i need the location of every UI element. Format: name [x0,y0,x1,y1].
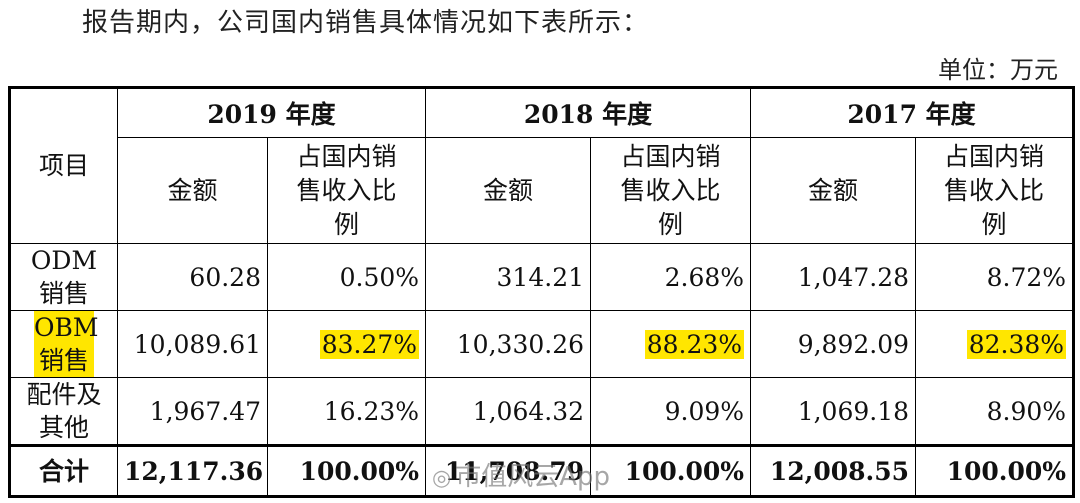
highlighted-ratio: 83.27% [319,329,420,359]
amount-cell: 60.28 [117,243,268,311]
total-amount-cell: 11,708.79 [425,444,592,497]
watermark-text: 市值风云App [455,462,610,492]
table-row: OBM销售 10,089.61 83.27% 10,330.26 88.23% … [9,310,1075,378]
amount-cell: 314.21 [425,243,592,311]
ratio-cell: 82.38% [915,310,1075,378]
ratio-header: 占国内销售收入比例 [915,137,1075,244]
amount-header: 金额 [750,137,917,244]
row-label-text: 配件及其他 [26,380,102,442]
amount-cell: 9,892.09 [750,310,917,378]
amount-header: 金额 [425,137,592,244]
total-ratio-cell: 100.00% [590,444,752,497]
row-label-text: ODM销售 [30,246,98,308]
row-label: 配件及其他 [9,377,118,446]
total-amount-cell: 12,117.36 [117,444,268,497]
ratio-header-text: 占国内销售收入比例 [620,141,721,239]
ratio-cell: 8.90% [915,377,1075,446]
amount-cell: 10,089.61 [117,310,268,378]
total-amount-cell: 12,008.55 [750,444,917,497]
highlighted-ratio: 82.38% [966,329,1067,359]
ratio-cell: 9.09% [590,377,752,446]
amount-cell: 1,047.28 [750,243,917,311]
ratio-cell: 2.68% [590,243,752,311]
ratio-header-text: 占国内销售收入比例 [944,141,1045,239]
ratio-cell: 0.50% [266,243,427,311]
table-row: ODM销售 60.28 0.50% 314.21 2.68% 1,047.28 … [9,243,1075,311]
item-header: 项目 [9,87,118,244]
year-header-2018: 2018 年度 [425,87,752,138]
unit-label: 单位：万元 [938,56,1058,84]
total-ratio-cell: 100.00% [915,444,1075,497]
amount-cell: 1,069.18 [750,377,917,446]
ratio-cell: 16.23% [266,377,427,446]
intro-text: 报告期内，公司国内销售具体情况如下表所示： [82,8,650,38]
highlighted-ratio: 88.23% [644,329,745,359]
ratio-header: 占国内销售收入比例 [590,137,752,244]
row-label-text-highlighted: OBM销售 [34,311,99,377]
weibo-icon: ◎ [432,466,452,491]
domestic-sales-table: 项目 2019 年度 2018 年度 2017 年度 金额 占国内销售收入比例 … [8,86,1076,498]
year-header-2017: 2017 年度 [750,87,1075,138]
watermark: ◎ 市值风云App [432,456,610,493]
total-label: 合计 [9,444,118,497]
total-row: 合计 12,117.36 100.00% 11,708.79 100.00% 1… [9,444,1075,497]
ratio-header-text: 占国内销售收入比例 [296,141,397,239]
ratio-cell: 88.23% [590,310,752,378]
table-row: 配件及其他 1,967.47 16.23% 1,064.32 9.09% 1,0… [9,377,1075,446]
amount-cell: 1,967.47 [117,377,268,446]
total-ratio-cell: 100.00% [266,444,427,497]
amount-cell: 10,330.26 [425,310,592,378]
amount-cell: 1,064.32 [425,377,592,446]
ratio-cell: 83.27% [266,310,427,378]
row-label: ODM销售 [9,243,118,311]
row-label: OBM销售 [9,310,118,378]
ratio-header: 占国内销售收入比例 [266,137,427,244]
year-header-2019: 2019 年度 [116,87,427,138]
amount-header: 金额 [117,137,268,244]
ratio-cell: 8.72% [915,243,1075,311]
